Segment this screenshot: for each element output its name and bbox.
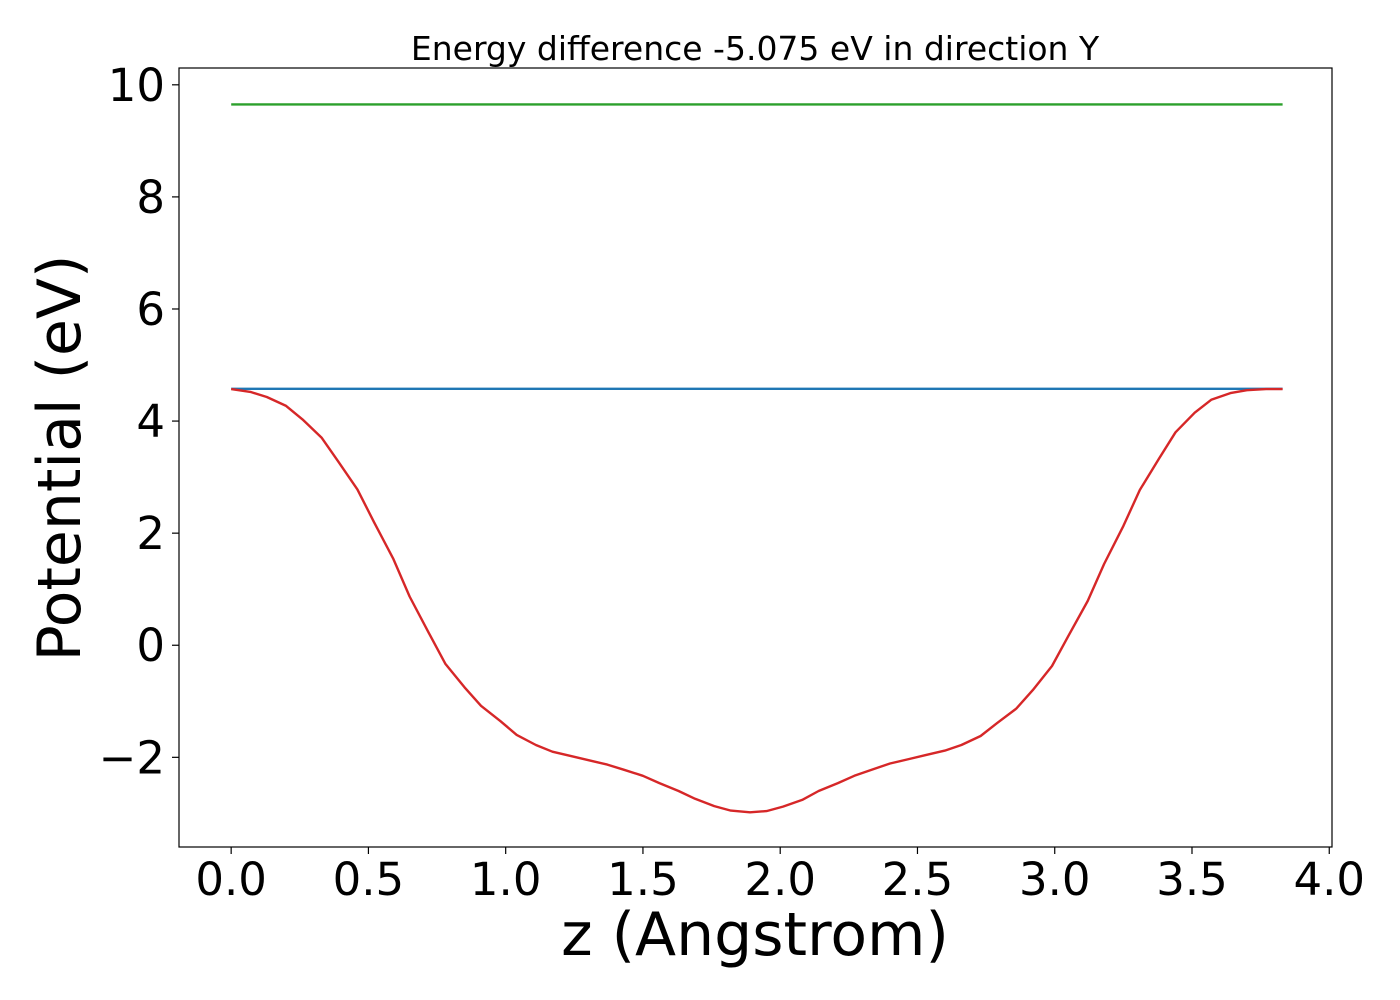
x-axis-label: z (Angstrom) — [561, 900, 949, 970]
x-tick-label: 0.5 — [333, 853, 405, 906]
y-tick-label: −2 — [99, 731, 165, 784]
y-tick-label: 6 — [136, 283, 165, 336]
x-tick-label: 3.5 — [1156, 853, 1228, 906]
y-tick-label: 0 — [136, 619, 165, 672]
y-tick-label: 8 — [136, 171, 165, 224]
y-axis-label: Potential (eV) — [25, 255, 95, 662]
x-tick-label: 0.0 — [195, 853, 267, 906]
x-tick-label: 4.0 — [1293, 853, 1365, 906]
chart-title: Energy difference -5.075 eV in direction… — [411, 29, 1100, 68]
x-tick-label: 2.0 — [744, 853, 816, 906]
x-tick-label: 3.0 — [1019, 853, 1091, 906]
series-layer — [231, 103, 1283, 814]
y-tick-label: 2 — [136, 507, 165, 560]
series-line-2 — [231, 387, 1283, 814]
y-tick-label: 10 — [108, 59, 165, 112]
y-tick-label: 4 — [136, 395, 165, 448]
x-tick-label: 1.0 — [470, 853, 542, 906]
x-tick-label: 2.5 — [882, 853, 954, 906]
x-axis: 0.0 0.5 1.0 1.5 2.0 2.5 3.0 3.5 4.0 — [195, 847, 1365, 906]
plot-frame — [178, 67, 1333, 848]
y-axis: −2 0 2 4 6 8 10 — [99, 59, 179, 784]
x-tick-label: 1.5 — [607, 853, 679, 906]
